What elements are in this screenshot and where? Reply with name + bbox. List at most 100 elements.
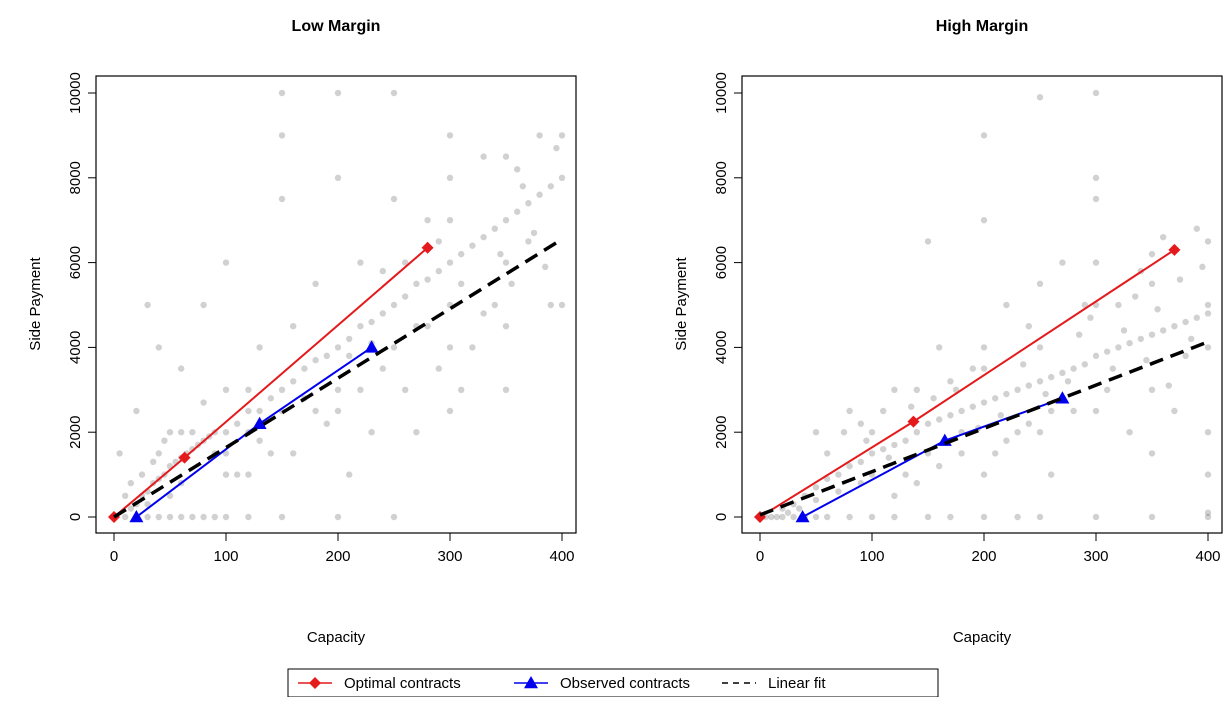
data-point xyxy=(1137,335,1145,343)
data-point xyxy=(992,450,999,457)
data-point xyxy=(368,318,375,326)
data-point xyxy=(222,513,230,521)
data-point xyxy=(812,496,820,504)
data-point xyxy=(368,429,375,436)
data-point xyxy=(278,132,286,139)
data-point xyxy=(267,450,274,457)
data-point xyxy=(913,386,920,393)
data-point xyxy=(346,335,353,343)
data-point xyxy=(880,445,887,453)
data-point xyxy=(1048,407,1055,415)
data-point xyxy=(200,301,207,309)
data-point xyxy=(779,513,786,521)
data-point xyxy=(857,420,864,427)
data-point xyxy=(290,450,297,457)
data-point xyxy=(211,513,218,521)
data-point xyxy=(446,259,454,266)
data-point xyxy=(812,513,820,521)
data-point xyxy=(502,217,510,224)
data-point xyxy=(435,365,442,372)
y-tick-label: 8000 xyxy=(713,161,730,194)
series-line xyxy=(759,340,1209,517)
data-point xyxy=(1014,386,1021,393)
data-point xyxy=(1171,323,1178,330)
data-point xyxy=(980,513,988,521)
x-tick-label: 300 xyxy=(1083,548,1108,565)
data-point xyxy=(1020,361,1027,368)
series-marker xyxy=(907,415,920,428)
data-point xyxy=(536,191,543,198)
series-marker xyxy=(129,510,144,523)
data-point xyxy=(1204,471,1212,478)
data-point xyxy=(200,513,207,521)
data-point xyxy=(357,259,364,266)
data-point xyxy=(1048,471,1055,478)
data-point xyxy=(390,89,398,97)
data-point xyxy=(435,238,442,245)
data-point xyxy=(936,462,943,470)
data-point xyxy=(868,429,876,436)
data-point xyxy=(390,513,398,521)
data-point xyxy=(936,416,943,423)
data-point xyxy=(958,407,965,415)
data-point xyxy=(189,513,196,521)
series-marker xyxy=(421,241,434,254)
data-point xyxy=(1204,238,1212,245)
x-tick-label: 0 xyxy=(110,548,118,565)
data-point xyxy=(178,429,185,436)
data-point xyxy=(222,386,230,393)
data-point xyxy=(1092,174,1100,181)
legend: Optimal contracts Observed contracts Linea… xyxy=(287,668,939,698)
data-point xyxy=(1087,314,1094,321)
data-point xyxy=(947,513,954,521)
data-point xyxy=(1204,310,1212,317)
data-point xyxy=(1092,259,1100,266)
legend-box xyxy=(287,668,939,698)
x-tick-label: 100 xyxy=(859,548,884,565)
data-point xyxy=(334,174,342,181)
data-point xyxy=(1182,318,1189,326)
data-point xyxy=(902,471,909,478)
data-point xyxy=(1171,407,1178,415)
data-point xyxy=(1193,314,1201,321)
data-point xyxy=(502,259,510,266)
data-point xyxy=(924,238,932,245)
legend-label: Linear fit xyxy=(768,675,826,692)
data-point xyxy=(1059,369,1066,377)
data-point xyxy=(891,492,898,499)
data-point xyxy=(413,429,420,436)
panel-low-margin: Low Margin Capacity Side Payment 0 100 200… xyxy=(27,18,577,646)
data-point xyxy=(980,365,988,372)
data-point xyxy=(144,513,151,521)
data-point xyxy=(446,217,454,224)
data-point xyxy=(480,153,487,160)
data-point xyxy=(947,378,954,385)
data-point xyxy=(1199,263,1206,271)
data-point xyxy=(1148,450,1156,457)
data-point xyxy=(1014,429,1021,436)
data-point xyxy=(958,450,965,457)
data-point xyxy=(857,458,864,466)
data-point xyxy=(768,513,775,521)
data-point xyxy=(1182,352,1189,360)
data-point xyxy=(997,412,1004,419)
y-tick-label: 4000 xyxy=(67,331,84,364)
data-point xyxy=(1204,429,1212,436)
legend-label: Observed contracts xyxy=(560,675,690,692)
data-point xyxy=(553,144,560,152)
data-point xyxy=(891,386,898,393)
data-point xyxy=(558,301,566,309)
data-point xyxy=(150,458,157,466)
data-point xyxy=(908,403,915,410)
y-tick-label: 10000 xyxy=(713,72,730,114)
data-point xyxy=(1081,361,1089,368)
data-point xyxy=(222,429,230,436)
data-point xyxy=(969,403,976,410)
data-point xyxy=(267,395,274,402)
scatter-points xyxy=(110,89,566,521)
data-point xyxy=(547,183,554,190)
data-point xyxy=(1160,327,1167,334)
data-point xyxy=(189,429,196,436)
data-point xyxy=(812,429,820,436)
